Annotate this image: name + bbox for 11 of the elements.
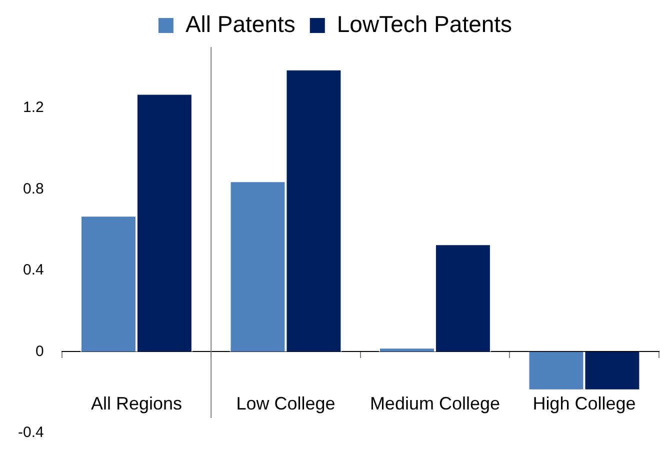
y-tick-label: 1.2	[22, 99, 44, 116]
y-tick-label: 0	[36, 342, 44, 360]
legend-label: All Patents	[185, 10, 296, 37]
x-tick-label: High College	[532, 394, 636, 414]
x-tick-label: Medium College	[370, 394, 500, 414]
x-tick-label: Low College	[236, 394, 336, 414]
y-tick-label: 0.8	[22, 180, 44, 198]
legend-label: LowTech Patents	[336, 10, 512, 37]
y-tick-label: 0.4	[22, 262, 44, 279]
y-tick-label: -0.4	[18, 424, 44, 442]
x-tick-label: All Regions	[90, 394, 182, 414]
